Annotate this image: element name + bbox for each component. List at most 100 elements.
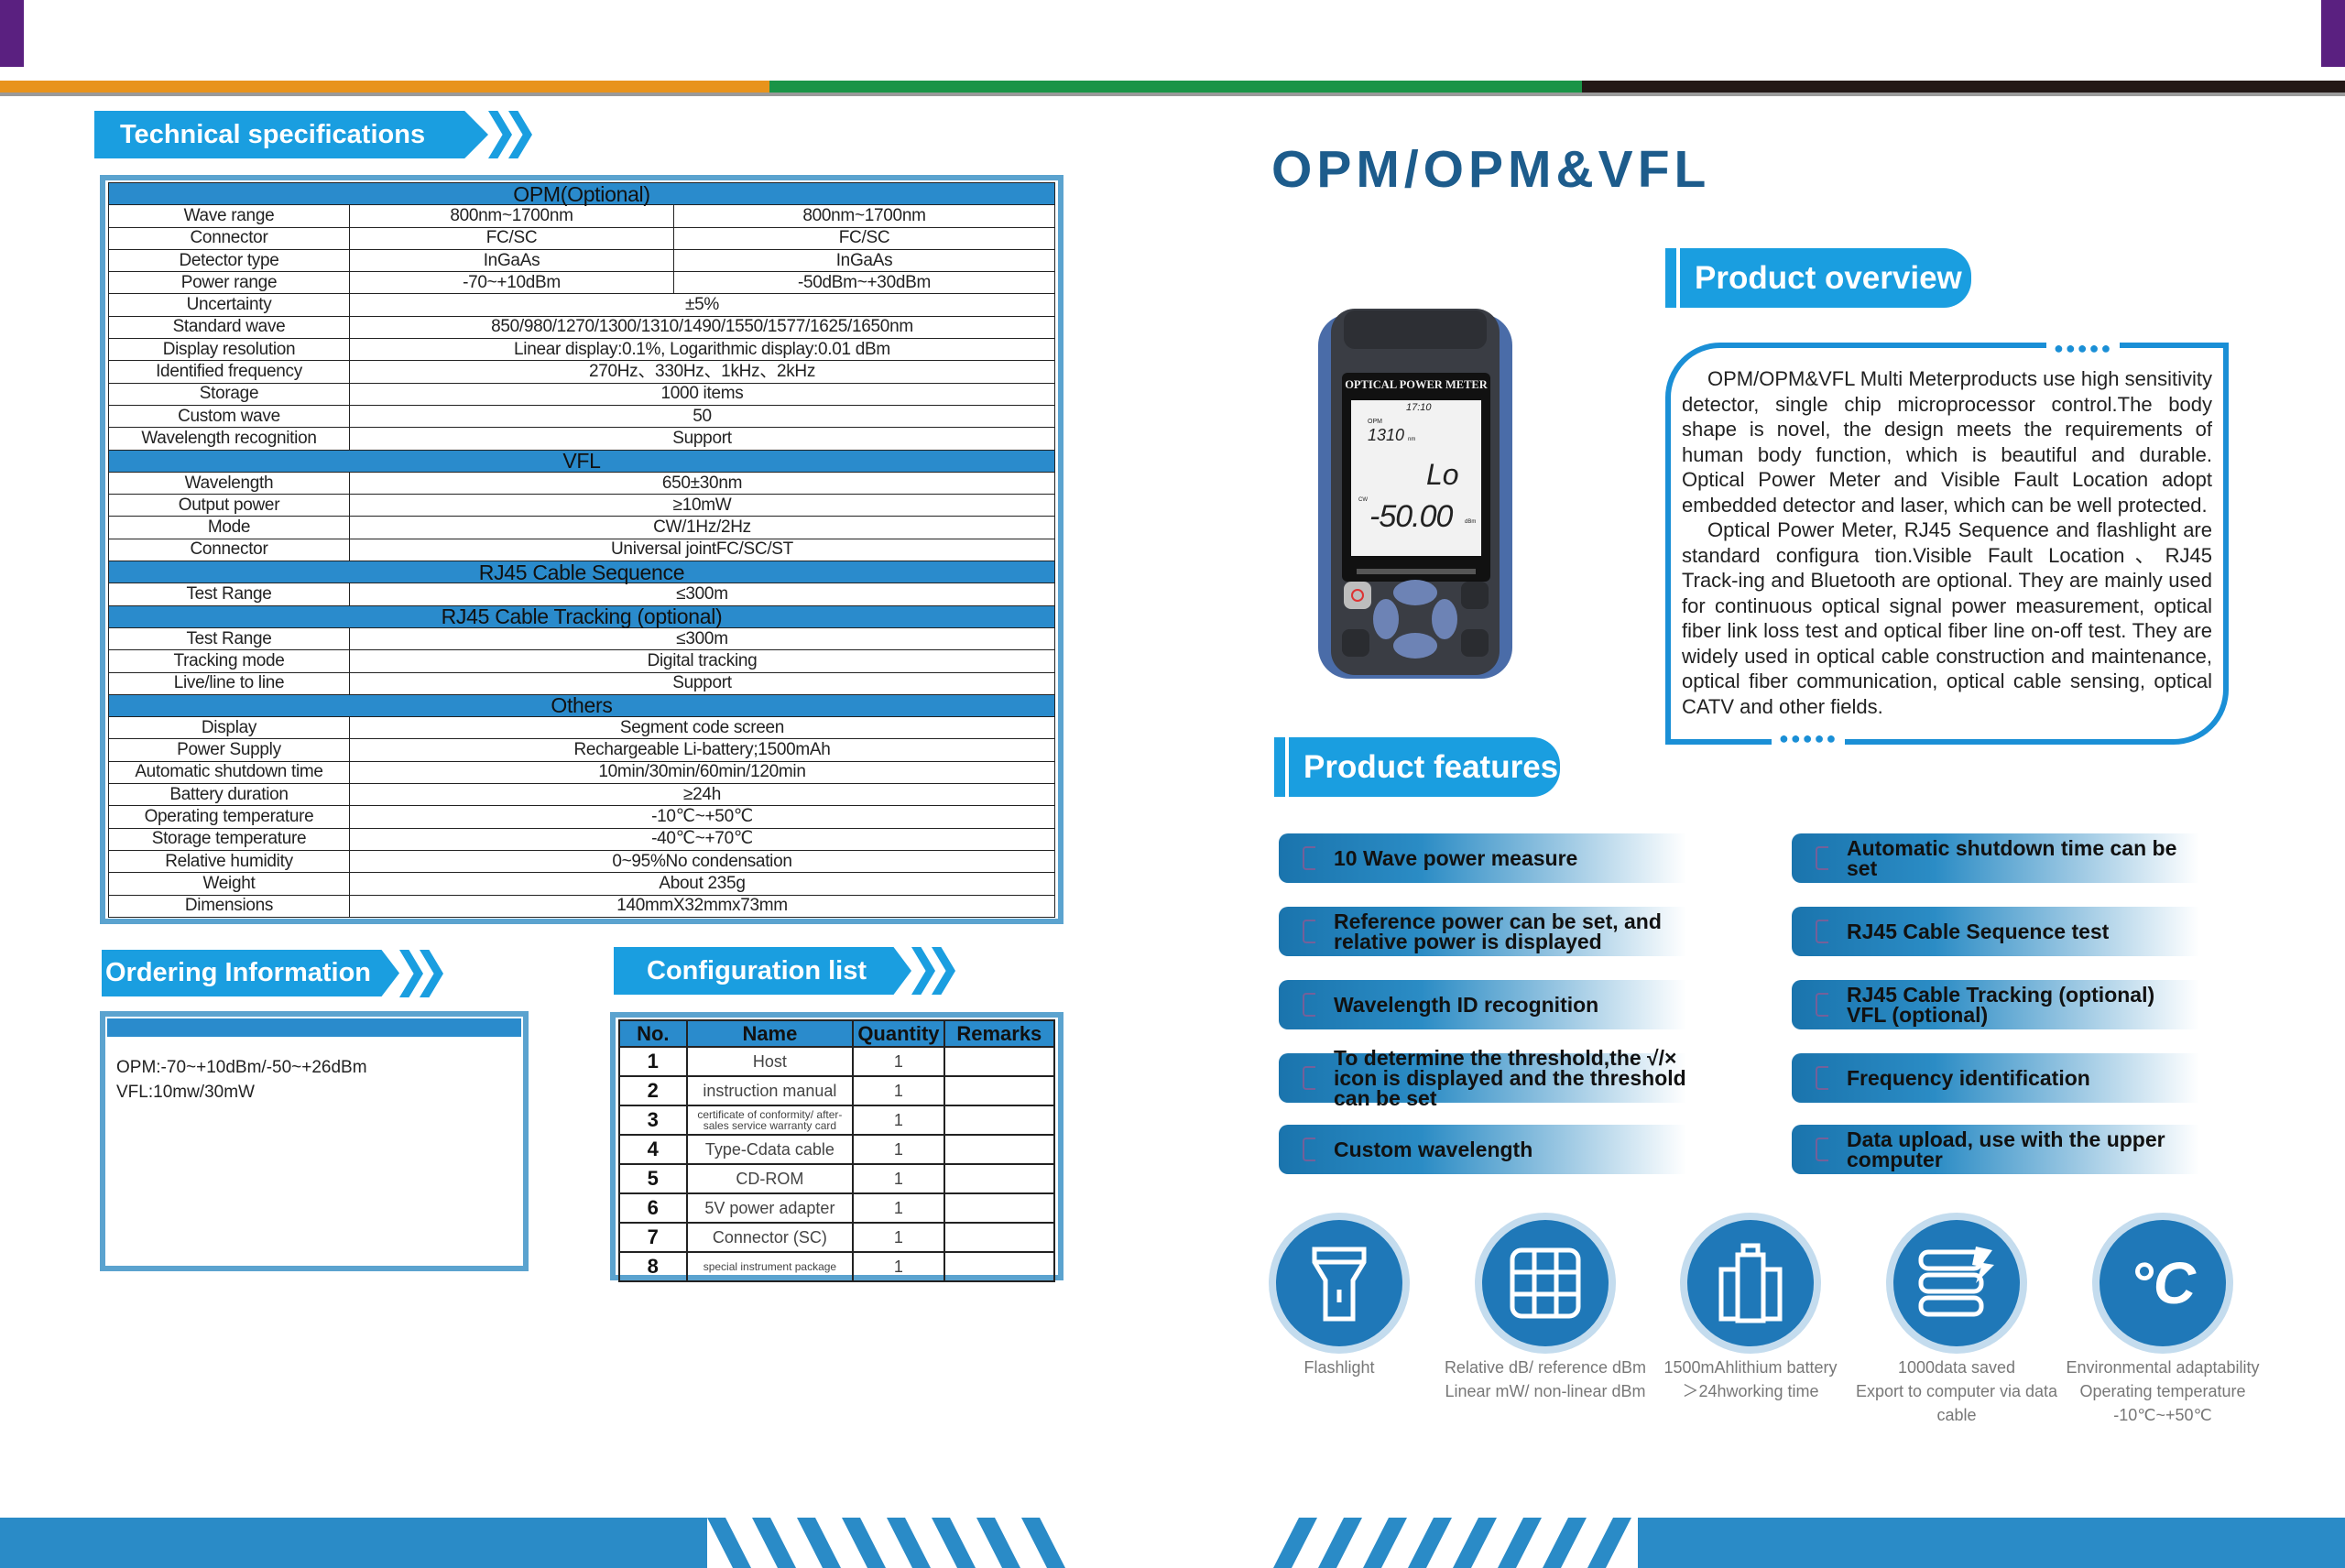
database-icon (1893, 1220, 2020, 1346)
config-column-header: Remarks (943, 1019, 1056, 1048)
spec-label: Power Supply (108, 738, 350, 762)
features-header: Product features (1274, 737, 1560, 797)
grid-icon (1482, 1220, 1609, 1346)
bookmark-icon (1303, 1066, 1315, 1090)
spec-value: FC/SC (673, 226, 1055, 250)
spec-value: ≤300m (349, 626, 1055, 651)
bookmark-icon (1303, 846, 1315, 870)
config-name: Connector (SC) (685, 1222, 855, 1253)
band-stripe (1498, 1518, 1542, 1568)
spec-section-title: Others (108, 693, 1055, 718)
spec-value: ≥10mW (349, 494, 1055, 517)
spec-value: About 235g (349, 872, 1055, 896)
highlight-caption: 1000data saved Export to computer via dat… (1838, 1356, 2076, 1427)
caption-line: Export to computer via data cable (1855, 1382, 2058, 1424)
chevrons-icon (399, 950, 443, 997)
bookmark-icon (1816, 846, 1828, 870)
spec-row: Tracking mode Digital tracking (108, 649, 1055, 673)
spec-row: Test Range ≤300m (108, 626, 1055, 651)
device-mode: OPM (1368, 419, 1382, 425)
feature-item: 10 Wave power measure (1279, 833, 1686, 883)
config-qty: 1 (852, 1192, 945, 1224)
config-row: 5 CD-ROM 1 (618, 1163, 1056, 1194)
band-stripe (707, 1518, 751, 1568)
band-left (0, 1518, 707, 1568)
spec-value: -70~+10dBm (349, 271, 674, 295)
spec-row: Standard wave 850/980/1270/1300/1310/1490… (108, 315, 1055, 340)
ordering-header: Ordering Information (102, 950, 443, 997)
ordering-line: VFL:10mw/30mW (116, 1083, 255, 1102)
spec-row: Automatic shutdown time 10min/30min/60min… (108, 760, 1055, 785)
spec-value: FC/SC (349, 226, 674, 250)
spec-row: Relative humidity 0~95%No condensation (108, 849, 1055, 874)
band-stripe (976, 1518, 1020, 1568)
feature-item: Custom wavelength (1279, 1125, 1686, 1174)
ordering-line: OPM:-70~+10dBm/-50~+26dBm (116, 1058, 367, 1077)
config-qty: 1 (852, 1251, 945, 1282)
spec-row: Weight About 235g (108, 872, 1055, 896)
config-row: 4 Type-Cdata cable 1 (618, 1134, 1056, 1165)
spec-row: Display resolution Linear display:0.1%, L… (108, 338, 1055, 362)
caption-line: Environmental adaptability (2066, 1358, 2260, 1377)
chevrons-icon (488, 111, 532, 158)
spec-row: Power Supply Rechargeable Li-battery;1500… (108, 738, 1055, 762)
config-qty: 1 (852, 1046, 945, 1077)
spec-value: 800nm~1700nm (349, 204, 674, 228)
spec-label: Weight (108, 872, 350, 896)
config-header-row: No. Name Quantity Remarks (618, 1019, 1056, 1048)
spec-row: Wavelength recognition Support (108, 427, 1055, 451)
spec-label: Storage temperature (108, 827, 350, 851)
spec-section-title: OPM(Optional) (108, 181, 1055, 206)
divider-line (0, 93, 2345, 96)
battery-icon (1687, 1220, 1814, 1346)
config-qty: 1 (852, 1105, 945, 1136)
spec-table-frame: OPM(Optional) Wave range 800nm~1700nm 800nm… (100, 175, 1063, 924)
spec-value: InGaAs (673, 248, 1055, 273)
device-time: 17:10 (1406, 402, 1432, 413)
bookmark-icon (1816, 1066, 1828, 1090)
spec-row: Connector Universal jointFC/SC/ST (108, 538, 1055, 562)
config-name: 5V power adapter (685, 1192, 855, 1224)
band-stripe (1318, 1518, 1362, 1568)
dots-decoration: ●●●●● (2046, 339, 2121, 358)
device-cw: CW (1358, 497, 1368, 503)
spec-table: OPM(Optional) Wave range 800nm~1700nm 800nm… (108, 181, 1055, 918)
corner-mark-left (0, 0, 24, 67)
config-qty: 1 (852, 1075, 945, 1106)
tech-spec-title: Technical specifications (94, 111, 488, 158)
color-bar-green (769, 81, 1582, 93)
spec-label: Wavelength (108, 471, 350, 495)
feature-text: Data upload, use with the upper computer (1847, 1127, 2165, 1171)
config-remarks (943, 1075, 1056, 1106)
color-bar-orange (0, 81, 769, 93)
spec-row: Storage 1000 items (108, 382, 1055, 406)
feature-text: Frequency identification (1847, 1066, 2090, 1090)
feature-item: To determine the threshold,the √/× icon … (1279, 1048, 1686, 1109)
spec-label: Tracking mode (108, 649, 350, 673)
spec-label: Wavelength recognition (108, 427, 350, 451)
config-name: instruction manual (685, 1075, 855, 1106)
band-stripe (797, 1518, 841, 1568)
config-no: 4 (618, 1134, 688, 1165)
bookmark-icon (1816, 1138, 1828, 1161)
spec-value: -10℃~+50℃ (349, 805, 1055, 829)
config-column-header: Name (685, 1019, 855, 1048)
spec-value: 650±30nm (349, 471, 1055, 495)
caption-line: 1500mAhlithium battery (1663, 1358, 1838, 1377)
bookmark-icon (1303, 920, 1315, 943)
band-stripe (932, 1518, 976, 1568)
spec-section-title: RJ45 Cable Tracking (optional) (108, 604, 1055, 628)
device-wavelength: 1310 (1368, 426, 1405, 444)
spec-section-header: RJ45 Cable Tracking (optional) (108, 604, 1055, 628)
band-stripe (1408, 1518, 1452, 1568)
flashlight-icon (1276, 1220, 1402, 1346)
config-row: 8 special instrument package 1 (618, 1251, 1056, 1282)
spec-label: Detector type (108, 248, 350, 273)
spec-value: Universal jointFC/SC/ST (349, 538, 1055, 562)
highlight-caption: Environmental adaptability Operating temp… (2044, 1356, 2282, 1427)
spec-row: Wavelength 650±30nm (108, 471, 1055, 495)
spec-label: Test Range (108, 626, 350, 651)
feature-item: RJ45 Cable Tracking (optional) VFL (opti… (1792, 980, 2199, 1029)
spec-section-title: RJ45 Cable Sequence (108, 561, 1055, 584)
spec-row: Custom wave 50 (108, 404, 1055, 429)
